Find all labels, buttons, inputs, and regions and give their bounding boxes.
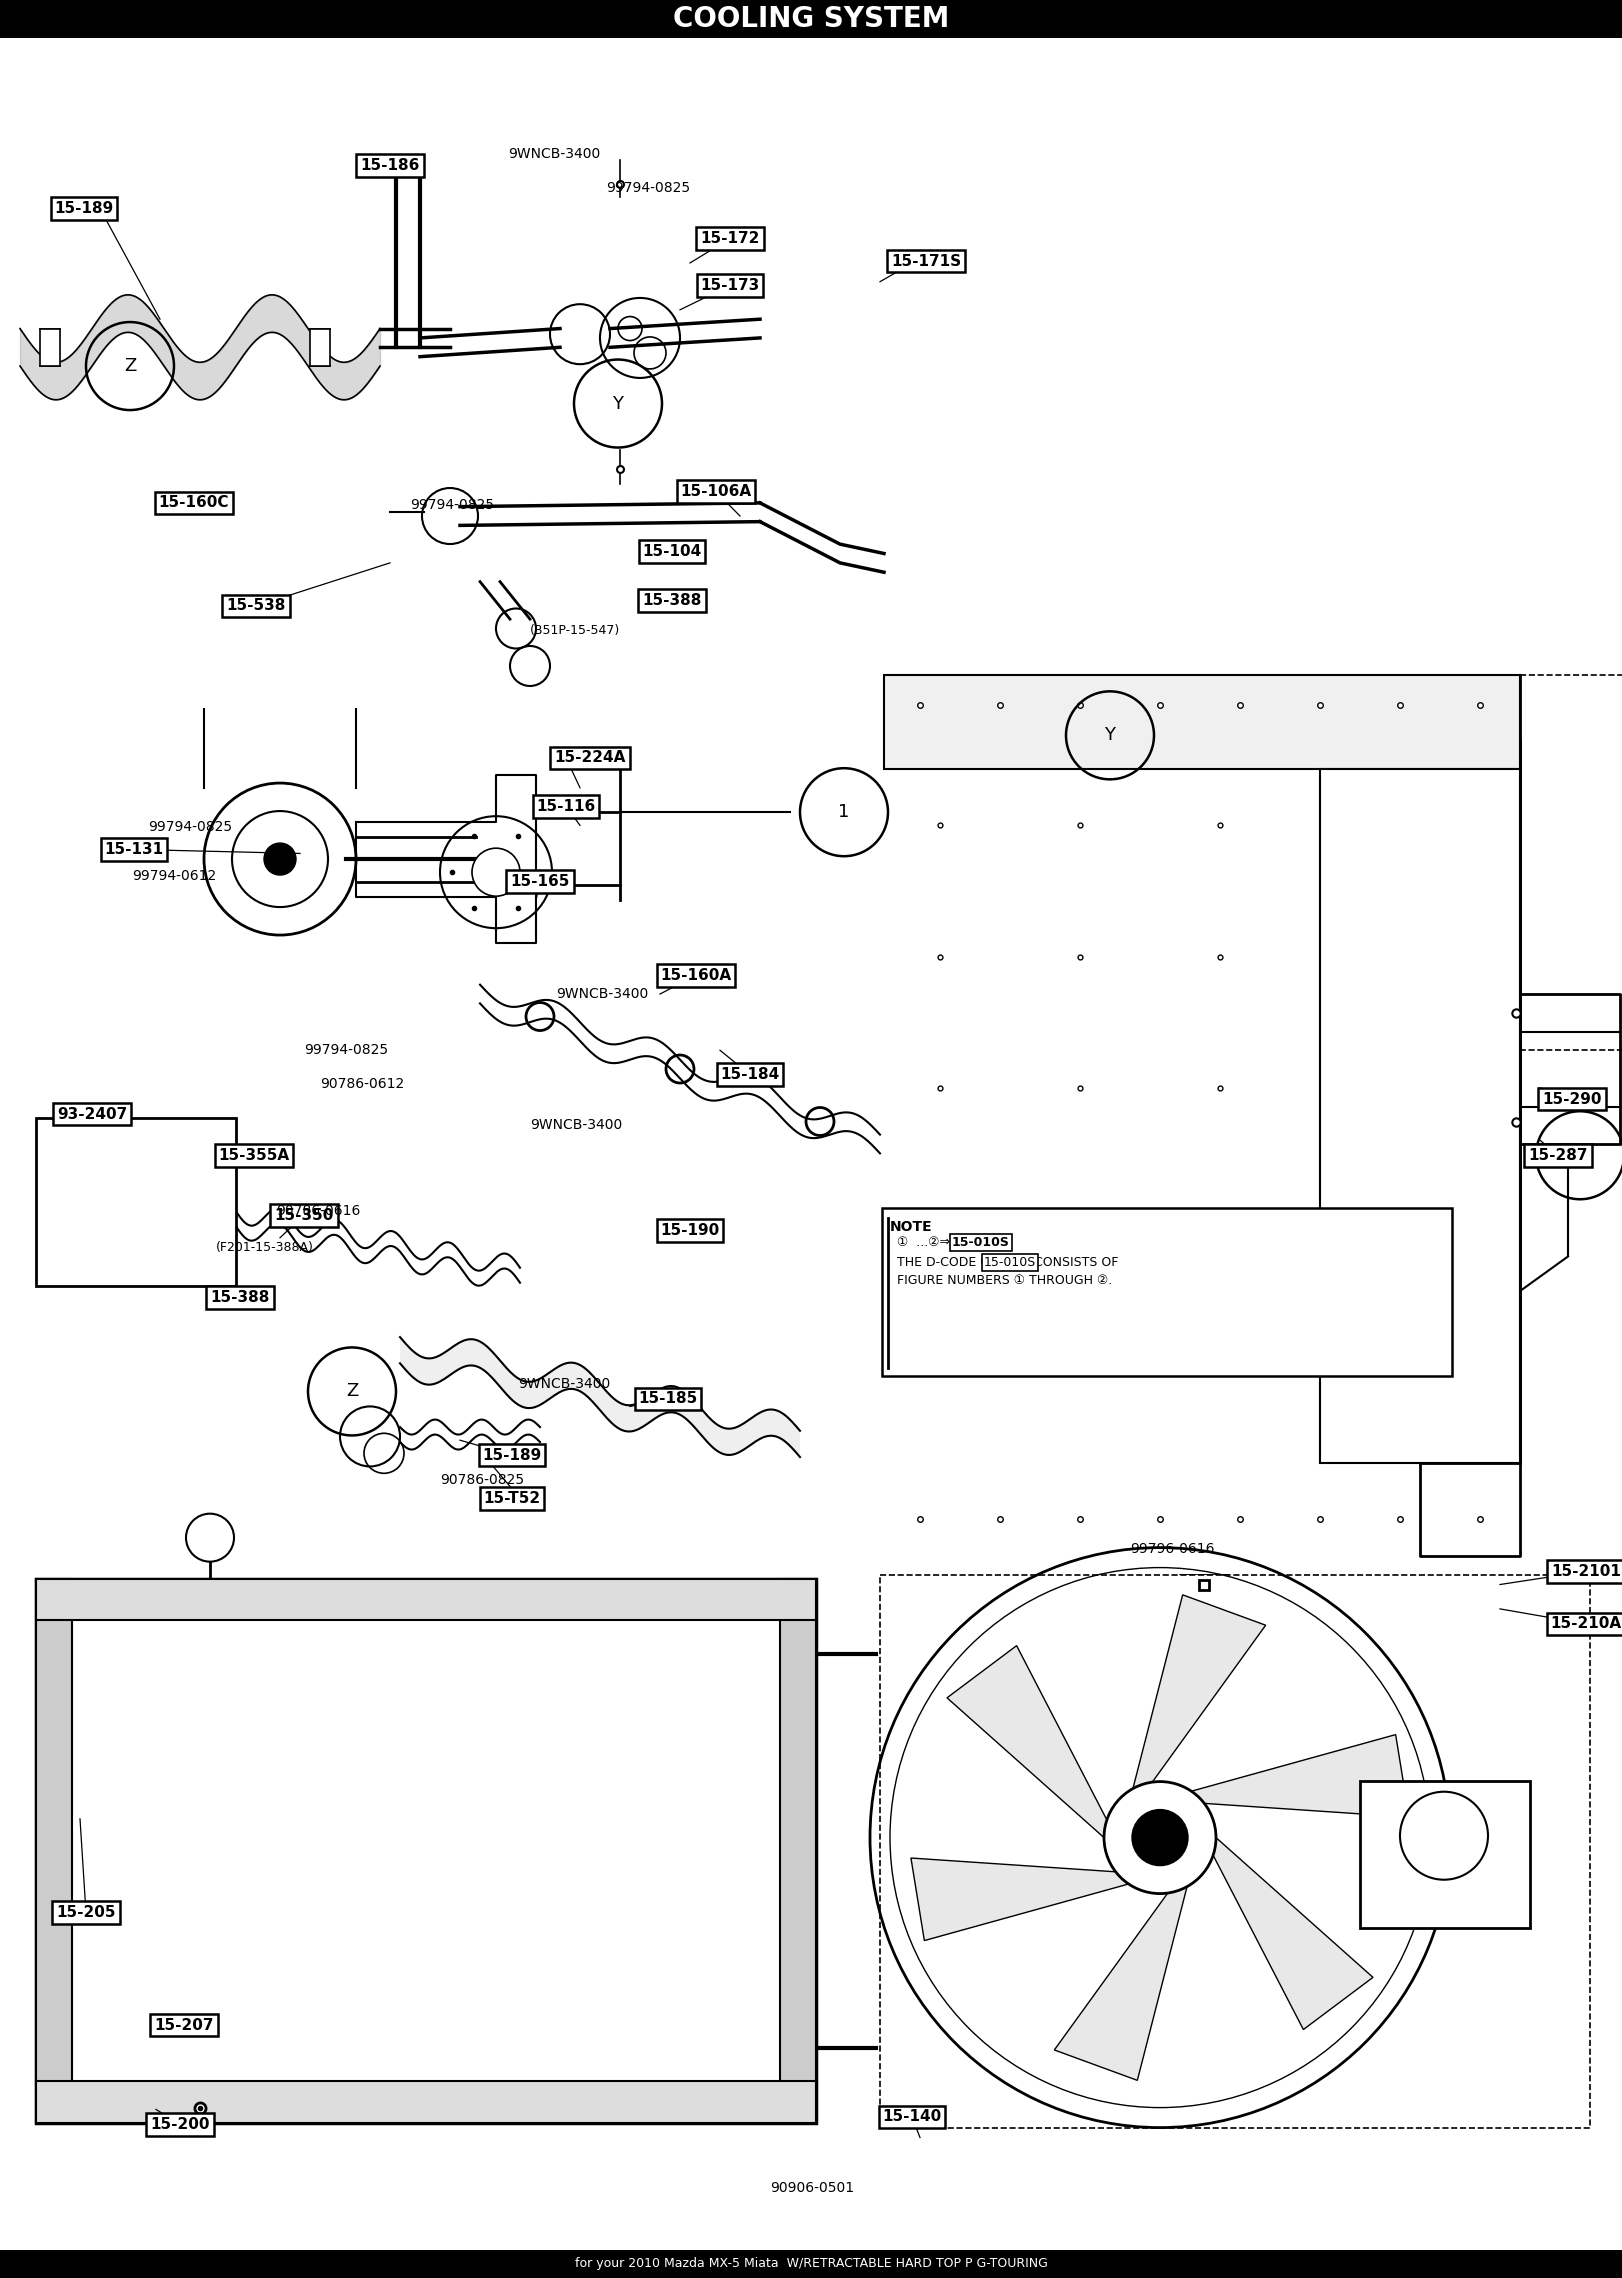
Text: 90786-0825: 90786-0825 xyxy=(440,1472,524,1488)
Text: 15-116: 15-116 xyxy=(537,800,595,813)
Bar xyxy=(0,0,1622,39)
Text: 99794-0825: 99794-0825 xyxy=(607,180,689,196)
Text: 15-189: 15-189 xyxy=(55,200,114,216)
Polygon shape xyxy=(947,1645,1116,1838)
Text: 15-210A: 15-210A xyxy=(1551,1617,1622,1631)
Text: 9WNCB-3400: 9WNCB-3400 xyxy=(508,148,600,162)
Text: 15-207: 15-207 xyxy=(154,2018,214,2032)
Bar xyxy=(310,328,329,367)
Text: 15-205: 15-205 xyxy=(57,1904,115,1920)
Text: 15-T52: 15-T52 xyxy=(483,1490,540,1506)
Text: 15-350: 15-350 xyxy=(274,1207,334,1223)
Text: 15-140: 15-140 xyxy=(882,2109,942,2125)
Bar xyxy=(0,2251,1622,2278)
Text: 15-290: 15-290 xyxy=(1543,1091,1603,1107)
Text: 1: 1 xyxy=(839,804,850,820)
Bar xyxy=(36,1579,71,2123)
Text: 99794-0612: 99794-0612 xyxy=(131,868,216,884)
Text: 15-171S: 15-171S xyxy=(890,253,962,269)
Text: 9WNCB-3400: 9WNCB-3400 xyxy=(530,1118,623,1132)
Bar xyxy=(36,2082,816,2123)
Text: (F201-15-388A): (F201-15-388A) xyxy=(216,1242,315,1253)
Text: THE D-CODE OF: THE D-CODE OF xyxy=(897,1255,998,1269)
Bar xyxy=(36,1579,816,1620)
Polygon shape xyxy=(1204,1838,1372,2030)
Text: Z: Z xyxy=(345,1383,358,1401)
Bar xyxy=(780,1579,816,2123)
Bar xyxy=(41,328,60,367)
Polygon shape xyxy=(912,1859,1139,1941)
Text: 99794-0825: 99794-0825 xyxy=(303,1043,388,1057)
Text: 15-165: 15-165 xyxy=(511,875,569,888)
Text: 99794-0825: 99794-0825 xyxy=(410,499,495,513)
Bar xyxy=(882,1207,1452,1376)
Text: 15-2101: 15-2101 xyxy=(1551,1565,1620,1579)
Text: 15-224A: 15-224A xyxy=(555,749,626,765)
Text: 15-200: 15-200 xyxy=(151,2116,209,2132)
Text: ①  ...②⇒: ① ...②⇒ xyxy=(897,1235,950,1248)
Text: 15-388: 15-388 xyxy=(211,1289,269,1305)
Text: 15-010S: 15-010S xyxy=(985,1255,1036,1269)
Polygon shape xyxy=(1182,1734,1410,1818)
Polygon shape xyxy=(1132,1595,1265,1802)
Text: (B51P-15-547): (B51P-15-547) xyxy=(530,624,620,638)
Text: 15-184: 15-184 xyxy=(720,1066,780,1082)
Text: CONSISTS OF: CONSISTS OF xyxy=(1033,1255,1119,1269)
Text: 9WNCB-3400: 9WNCB-3400 xyxy=(556,986,649,1000)
Text: Y: Y xyxy=(613,394,623,412)
Text: 15-160C: 15-160C xyxy=(159,494,229,510)
Text: 15-185: 15-185 xyxy=(639,1392,697,1406)
Text: 15-186: 15-186 xyxy=(360,157,420,173)
Text: 15-172: 15-172 xyxy=(701,230,759,246)
Text: 15-355A: 15-355A xyxy=(219,1148,290,1162)
Text: 15-388: 15-388 xyxy=(642,592,702,608)
Text: 2: 2 xyxy=(1575,1146,1586,1164)
Text: NOTE: NOTE xyxy=(890,1219,933,1235)
Circle shape xyxy=(472,847,521,895)
Text: 99796-0616: 99796-0616 xyxy=(1131,1542,1215,1556)
Text: 15-010S: 15-010S xyxy=(952,1235,1011,1248)
Text: 90786-0616: 90786-0616 xyxy=(276,1205,360,1219)
Circle shape xyxy=(1132,1809,1187,1866)
Text: 15-190: 15-190 xyxy=(660,1223,720,1237)
Text: 15-287: 15-287 xyxy=(1528,1148,1588,1162)
Text: 15-189: 15-189 xyxy=(482,1449,542,1462)
Text: 15-538: 15-538 xyxy=(227,599,285,613)
Circle shape xyxy=(187,1513,234,1563)
Text: Z: Z xyxy=(123,358,136,376)
Text: 93-2407: 93-2407 xyxy=(57,1107,127,1121)
Text: COOLING SYSTEM: COOLING SYSTEM xyxy=(673,5,949,32)
Bar xyxy=(884,674,1520,770)
Text: 9WNCB-3400: 9WNCB-3400 xyxy=(517,1376,610,1392)
Bar xyxy=(1320,770,1520,1462)
Text: 15-104: 15-104 xyxy=(642,544,702,558)
Text: 15-131: 15-131 xyxy=(104,843,164,857)
Text: 15-173: 15-173 xyxy=(701,278,759,294)
Text: 99794-0825: 99794-0825 xyxy=(148,820,232,834)
Circle shape xyxy=(264,843,295,875)
Circle shape xyxy=(1400,1793,1487,1879)
Text: 15-160A: 15-160A xyxy=(660,968,732,982)
Bar xyxy=(36,1118,235,1287)
Bar xyxy=(1359,1781,1530,1927)
Text: for your 2010 Mazda MX-5 Miata  W/RETRACTABLE HARD TOP P G-TOURING: for your 2010 Mazda MX-5 Miata W/RETRACT… xyxy=(574,2257,1048,2271)
Bar xyxy=(36,1579,816,2123)
Text: 15-106A: 15-106A xyxy=(681,485,751,499)
Text: Y: Y xyxy=(1105,727,1116,745)
Text: 90786-0612: 90786-0612 xyxy=(320,1077,404,1091)
Circle shape xyxy=(1105,1781,1216,1893)
Text: 90906-0501: 90906-0501 xyxy=(770,2180,855,2196)
Polygon shape xyxy=(1054,1873,1187,2080)
Text: FIGURE NUMBERS ① THROUGH ②.: FIGURE NUMBERS ① THROUGH ②. xyxy=(897,1273,1113,1287)
Bar xyxy=(881,1574,1590,2128)
